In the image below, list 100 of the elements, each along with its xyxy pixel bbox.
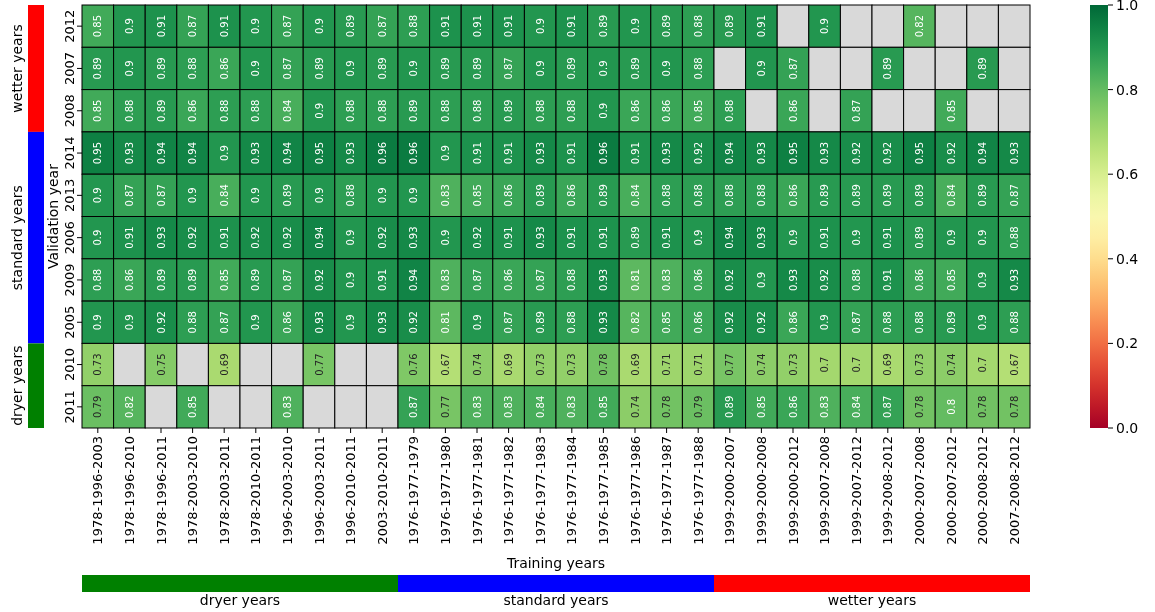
color-bar-label: 0.4 <box>1116 250 1139 267</box>
data-label: 0.87 <box>408 395 420 418</box>
data-label: 0.92 <box>408 311 420 334</box>
data-label: 0.93 <box>376 311 388 334</box>
data-label: 0.95 <box>313 141 325 165</box>
data-label: 0.91 <box>819 226 831 249</box>
x-tick-label: 1996-2003-2011 <box>311 436 327 545</box>
data-label: 0.87 <box>534 268 546 292</box>
data-label: 0.76 <box>408 353 420 376</box>
x-tick-label: 1976-1977-1985 <box>595 436 611 545</box>
data-label: 0.73 <box>92 353 104 376</box>
data-label: 0.93 <box>819 141 831 165</box>
data-label: 0.9 <box>376 187 388 204</box>
data-label: 0.87 <box>787 57 799 80</box>
data-label: 0.87 <box>187 15 199 38</box>
y-tick-label: 2014 <box>62 136 77 170</box>
x-tick-label: 1978-1996-2003 <box>90 436 106 545</box>
data-label: 0.84 <box>945 184 957 207</box>
x-tick-label: 1996-2003-2010 <box>279 436 295 545</box>
data-label: 0.74 <box>471 353 483 376</box>
data-label: 0.92 <box>376 226 388 249</box>
data-label: 0.92 <box>187 226 199 249</box>
data-label: 0.89 <box>250 268 262 292</box>
data-label: 0.89 <box>945 311 957 334</box>
data-label: 0.9 <box>534 18 546 35</box>
data-label: 0.91 <box>566 15 578 38</box>
x-tick-label: 1996-2010-2011 <box>343 436 359 545</box>
data-label: 0.89 <box>376 57 388 80</box>
data-label: 0.93 <box>313 311 325 334</box>
data-label: 0.86 <box>692 311 704 334</box>
data-label: 0.69 <box>882 353 894 376</box>
y-tick-label: 2007 <box>62 51 77 85</box>
color-bar-label: 0.6 <box>1116 166 1139 183</box>
data-label: 0.83 <box>503 395 515 418</box>
data-label: 0.91 <box>503 141 515 165</box>
text: wetter years <box>9 24 25 113</box>
data-label: 0.93 <box>787 268 799 292</box>
data-label: 0.88 <box>123 99 135 122</box>
data-label: 0.89 <box>566 57 578 80</box>
data-label: 0.88 <box>534 99 546 122</box>
data-label: 0.89 <box>724 15 736 38</box>
data-label: 0.88 <box>345 99 357 122</box>
data-label: 0.9 <box>439 229 451 246</box>
data-label: 0.95 <box>787 141 799 165</box>
data-label: 0.9 <box>755 60 767 77</box>
data-label: 0.9 <box>92 187 104 204</box>
data-label: 0.83 <box>819 395 831 418</box>
data-label: 0.9 <box>313 102 325 119</box>
x-tick-label: 1976-1977-1980 <box>437 436 453 545</box>
data-label: 0.83 <box>439 184 451 207</box>
color-bar-label: 1.0 <box>1116 0 1139 13</box>
data-label: 0.88 <box>913 311 925 334</box>
color-bar-label: 0.0 <box>1116 420 1139 436</box>
text: standard years <box>503 592 609 608</box>
data-label: 0.87 <box>123 184 135 207</box>
data-label: 0.91 <box>123 226 135 249</box>
data-label: 0.9 <box>123 60 135 77</box>
data-label: 0.71 <box>692 353 704 376</box>
data-label: 0.86 <box>787 395 799 418</box>
data-label: 0.88 <box>724 184 736 207</box>
data-label: 0.88 <box>692 15 704 38</box>
data-label: 0.94 <box>408 268 420 292</box>
data-label: 0.9 <box>345 272 357 288</box>
x-tick-label: 1976-1977-1981 <box>469 436 485 545</box>
data-label: 0.92 <box>945 141 957 165</box>
data-label: 0.91 <box>882 268 894 292</box>
data-label: 0.89 <box>629 57 641 80</box>
y-tick-label: 2011 <box>62 390 77 424</box>
data-label: 0.88 <box>566 268 578 292</box>
data-label: 0.86 <box>692 268 704 292</box>
data-label: 0.88 <box>661 184 673 207</box>
data-label: 0.91 <box>882 226 894 249</box>
data-label: 0.91 <box>629 141 641 165</box>
data-label: 0.88 <box>187 57 199 80</box>
data-label: 0.89 <box>597 184 609 207</box>
data-label: 0.88 <box>1008 311 1020 334</box>
data-label: 0.7 <box>977 356 989 373</box>
data-label: 0.93 <box>755 226 767 249</box>
x-tick-label: 1978-2003-2011 <box>216 436 232 545</box>
x-tick-label: 2003-2010-2011 <box>374 436 390 545</box>
data-label: 0.7 <box>819 356 831 373</box>
data-label: 0.91 <box>218 226 230 249</box>
data-label: 0.78 <box>661 395 673 418</box>
data-label: 0.73 <box>566 353 578 376</box>
data-label: 0.85 <box>692 99 704 122</box>
data-label: 0.88 <box>692 57 704 80</box>
data-label: 0.73 <box>787 353 799 376</box>
data-label: 0.9 <box>534 60 546 77</box>
data-label: 0.84 <box>281 99 293 122</box>
data-label: 0.93 <box>155 226 167 249</box>
data-label: 0.83 <box>471 395 483 418</box>
data-label: 0.87 <box>850 99 862 122</box>
data-label: 0.94 <box>187 141 199 165</box>
color-bar-label: 0.8 <box>1116 81 1139 98</box>
data-label: 0.84 <box>850 395 862 418</box>
x-tick-label: 1978-2003-2010 <box>185 436 201 545</box>
data-label: 0.91 <box>755 15 767 38</box>
data-label: 0.9 <box>597 60 609 77</box>
data-label: 0.85 <box>755 395 767 418</box>
data-label: 0.77 <box>439 395 451 418</box>
